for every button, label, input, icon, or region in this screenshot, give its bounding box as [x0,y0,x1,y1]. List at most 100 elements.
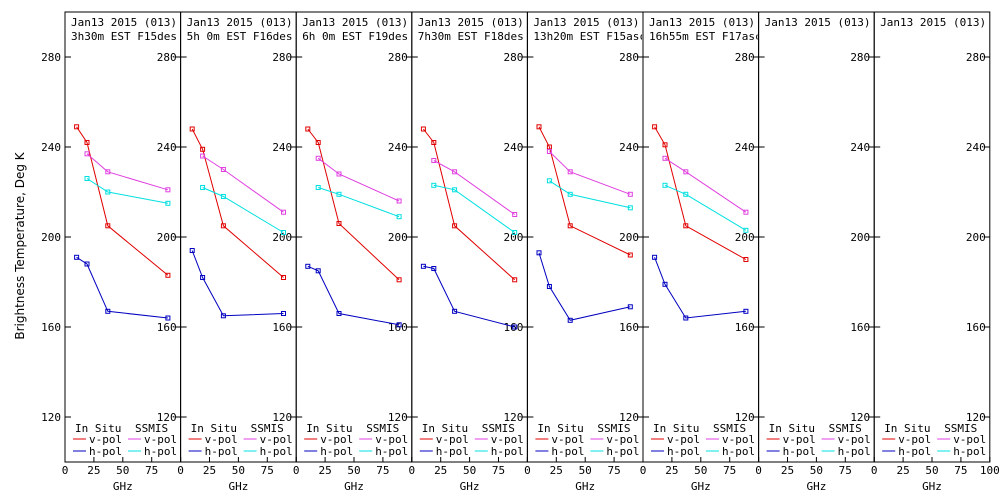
x-tick-label: 25 [318,464,331,477]
panel-date: Jan13 2015 (013) [187,16,293,29]
y-tick-label: 160 [850,321,870,334]
x-tick-label: 25 [203,464,216,477]
legend-title-ssmis: SSMIS [944,422,977,435]
series-line [549,180,631,209]
y-tick-label: 280 [735,51,755,64]
panel-date: Jan13 2015 (013) [880,16,986,29]
data-point [452,223,458,229]
panel-time: 13h20m EST F15asc [533,30,646,43]
x-tick-label: 25 [896,464,909,477]
legend-title-ssmis: SSMIS [251,422,284,435]
data-point [220,167,226,172]
y-tick-label: 120 [735,411,755,424]
data-point [420,126,426,132]
panel-5: Jan13 2015 (013)13h20m EST F15asc 120 160 2… [524,11,646,493]
data-point [396,277,402,283]
x-axis-label: GHz [691,480,711,493]
data-point [200,185,206,190]
data-point [315,268,321,274]
data-point [165,187,171,193]
data-point [627,252,633,258]
x-tick-label: 75 [492,464,505,477]
series-1 [420,126,518,283]
data-point [512,212,518,217]
data-point [200,275,206,280]
data-point [336,171,342,177]
legend-insitu-hpol-label: h-pol [783,445,816,458]
y-tick-label: 200 [41,231,61,244]
y-tick-label: 240 [41,141,61,154]
y-tick-label: 200 [272,231,292,244]
y-tick-label: 160 [619,321,639,334]
x-tick-label: 50 [579,464,592,477]
legend-title-ssmis: SSMIS [829,422,862,435]
x-tick-label: 75 [954,464,967,477]
x-tick-label: 50 [810,464,823,477]
y-tick-label: 240 [619,141,639,154]
legend-ssmis-vpol-label: v-pol [838,433,871,446]
series-1 [305,126,402,283]
panel-date: Jan13 2015 (013) [765,16,871,29]
y-tick-label: 240 [504,141,524,154]
series-line [664,184,747,231]
panel-header: Jan13 2015 (013)3h30m EST F15des [71,16,177,43]
data-point [220,223,226,229]
data-point [743,209,749,215]
y-tick-label: 280 [850,51,870,64]
panel-time: 16h55m EST F17asc [649,30,762,43]
legend-insitu-hpol-label: h-pol [898,445,931,458]
legend-title-ssmis: SSMIS [482,422,515,435]
legend-insitu-hpol-label: h-pol [320,445,353,458]
legend-ssmis-vpol-label: v-pol [491,433,524,446]
data-point [452,187,458,193]
data-point [452,169,458,175]
data-point [165,272,171,278]
panel-3: Jan13 2015 (013)6h 0m EST F19des 120 160 20… [293,11,413,493]
y-tick-label: 160 [272,321,292,334]
y-tick-label: 160 [504,321,524,334]
y-tick-label: 240 [966,141,986,154]
series-4 [84,176,171,206]
data-point [315,155,321,161]
y-tick-label: 200 [966,231,986,244]
data-point [396,322,402,328]
x-tick-label: 0 [177,464,184,477]
data-point [652,124,658,130]
legend-ssmis-hpol-label: h-pol [838,445,871,458]
data-point [74,254,80,260]
series-line [86,178,168,204]
series-2 [536,250,633,323]
legend-insitu-vpol-label: v-pol [783,433,816,446]
x-tick-label: 100 [980,464,1000,477]
x-axis-label: GHz [806,480,826,493]
x-tick-label: 75 [723,464,736,477]
series-line [664,157,747,213]
data-point [431,158,437,163]
legend-insitu-hpol-label: h-pol [436,445,469,458]
panel-date: Jan13 2015 (013) [71,16,177,29]
data-point [105,308,111,314]
data-point [662,281,668,287]
panel-2: Jan13 2015 (013)5h 0m EST F16des 120 160 20… [177,11,297,493]
y-tick-label: 280 [966,51,986,64]
legend-insitu-vpol-label: v-pol [89,433,122,446]
legend-title-ssmis: SSMIS [366,422,399,435]
data-point [683,191,689,197]
data-point [743,308,749,314]
data-point [662,142,668,148]
legend-ssmis-hpol-label: h-pol [375,445,408,458]
panel-6: Jan13 2015 (013)16h55m EST F17asc 120 160 2… [640,11,762,493]
data-point [315,140,321,145]
data-point [627,304,633,310]
x-tick-label: 50 [116,464,129,477]
x-axis-label: GHz [922,480,942,493]
series-line [538,126,631,256]
legend-ssmis-hpol-label: h-pol [491,445,524,458]
data-point [336,191,342,197]
data-point [546,149,552,154]
series-2 [189,248,286,319]
y-tick-label: 200 [619,231,639,244]
data-point [189,126,195,132]
y-tick-label: 240 [272,141,292,154]
